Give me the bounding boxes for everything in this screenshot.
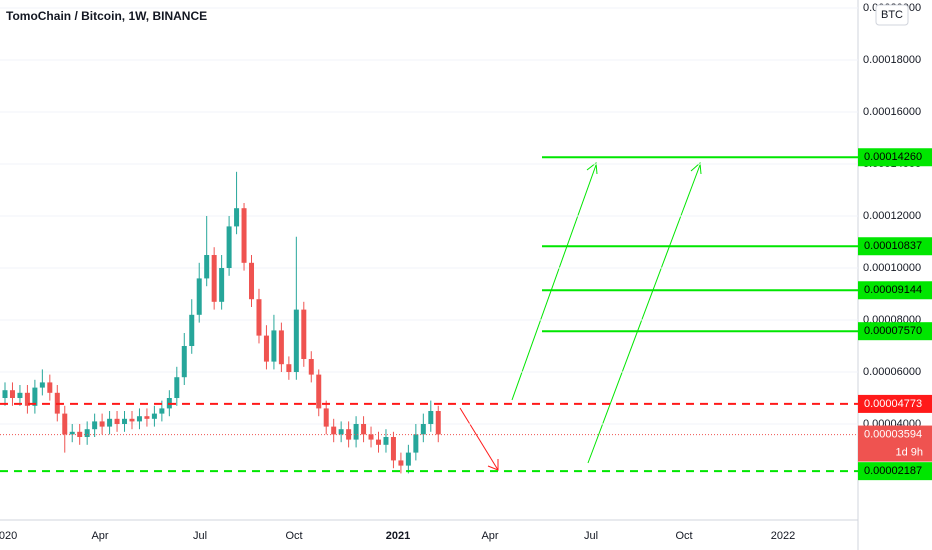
candle-body [107,418,113,427]
candle-body [234,208,240,227]
candle-body [2,390,8,399]
level-label: 0.00007570 [864,325,922,337]
y-tick-label: 0.00010000 [863,262,921,274]
x-tick-label: 2021 [386,530,410,542]
level-label: 0.00014260 [864,151,922,163]
candle-body [174,377,180,399]
candle-body [368,434,374,440]
candle-body [263,335,269,362]
drawings [459,161,702,471]
last-price-label: 0.00003594 [864,428,922,440]
arrow-head [586,162,598,175]
y-tick-label: 0.00018000 [863,54,921,66]
candle-body [219,268,225,302]
candle-body [435,411,441,435]
candle-body [390,437,396,461]
currency-button[interactable]: BTC [881,9,903,21]
x-tick-label: Jul [584,530,598,542]
candle-body [32,387,38,406]
candle-body [99,421,105,427]
chart-title: TomoChain / Bitcoin, 1W, BINANCE [6,9,207,23]
candle-body [293,309,299,373]
candle-body [286,364,292,373]
candle-body [122,418,128,425]
candle-body [92,421,98,430]
candle-body [376,439,381,445]
y-tick-label: 0.00016000 [863,106,921,118]
candle-body [361,424,367,435]
level-label: 0.00010837 [864,240,922,252]
candle-body [338,429,344,435]
y-tick-label: 0.00006000 [863,366,921,378]
arrow-head [487,459,499,471]
candle-body [405,452,411,466]
candle-body [241,208,247,263]
candle-body [316,374,322,409]
candle-body [301,309,307,360]
x-tick-label: Apr [481,530,498,542]
candle-body [136,416,142,422]
candle-body [129,418,135,422]
candle-body [383,437,389,445]
x-tick-label: 2022 [771,530,795,542]
level-label: 0.00002187 [864,465,922,477]
candle-body [413,434,419,453]
x-tick-label: Oct [285,530,302,542]
currency-button-box [875,4,909,26]
candle-body [226,226,232,269]
level-label-box [858,281,932,300]
candle-body [211,255,217,302]
candle-body [151,413,157,419]
x-tick-label: 2020 [0,530,17,542]
trend-arrow [587,164,701,464]
arrow-head [690,161,702,175]
candle-body [159,408,165,414]
candle-body [353,424,359,440]
x-tick-label: Jul [193,530,207,542]
countdown-label: 1d 9h [895,446,923,458]
x-tick-label: Apr [91,530,108,542]
candle-body [39,382,45,388]
candle-body [428,411,434,425]
candle-body [331,426,337,435]
level-label-box [858,148,932,167]
candle-body [189,314,195,347]
trend-arrow [511,164,597,401]
candle-body [181,346,187,378]
candle-body [69,431,75,435]
level-label: 0.00004773 [864,398,922,410]
candle-body [77,431,83,438]
candle-body [256,299,262,336]
candle-body [47,382,53,393]
level-label-box [858,237,932,256]
candle-body [9,390,15,399]
level-label-box [858,394,932,413]
candle-body [17,392,23,399]
y-tick-label: 0.00012000 [863,210,921,222]
candle-body [278,330,284,365]
candle-body [249,262,255,300]
candle-body [204,255,210,279]
candle-body [62,413,68,435]
candle-body [144,416,150,419]
candle-body [84,429,90,438]
candle-body [114,418,120,425]
candle-body [420,424,426,435]
level-label: 0.00009144 [864,284,922,296]
level-label-box [858,462,932,481]
level-label-box [858,322,932,341]
candle-body [196,278,202,315]
candle-body [323,408,329,427]
candle-body [271,330,277,362]
candle-body [24,392,30,406]
candle-body [398,460,404,466]
candle-body [308,359,314,375]
x-tick-label: Oct [675,530,692,542]
last-price-box [858,425,932,462]
trend-arrow [459,407,499,471]
